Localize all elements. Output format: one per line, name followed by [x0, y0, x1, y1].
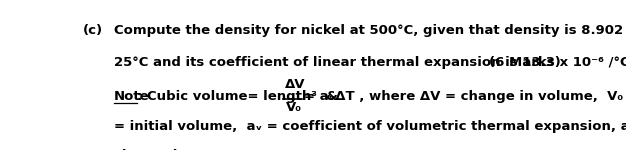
Text: Compute the density for nickel at 500°C, given that density is 8.902 g/cm³ at: Compute the density for nickel at 500°C,…: [114, 24, 626, 37]
Text: (6 Marks): (6 Marks): [490, 56, 561, 69]
Text: change in temperature: change in temperature: [114, 148, 285, 150]
Text: : Cubic volume= length³  &: : Cubic volume= length³ &: [138, 90, 338, 103]
Text: 25°C and its coefficient of linear thermal expansion is 13.3 x 10⁻⁶ /°C.: 25°C and its coefficient of linear therm…: [114, 56, 626, 69]
Text: = initial volume,  aᵥ = coefficient of volumetric thermal expansion, and ΔT =: = initial volume, aᵥ = coefficient of vo…: [114, 120, 626, 133]
Text: (c): (c): [83, 24, 103, 37]
Text: = aᵥΔT , where ΔV = change in volume,  V₀: = aᵥΔT , where ΔV = change in volume, V₀: [304, 90, 623, 103]
Text: V₀: V₀: [286, 101, 302, 114]
Text: Note: Note: [114, 90, 149, 103]
Text: ΔV: ΔV: [285, 78, 305, 92]
